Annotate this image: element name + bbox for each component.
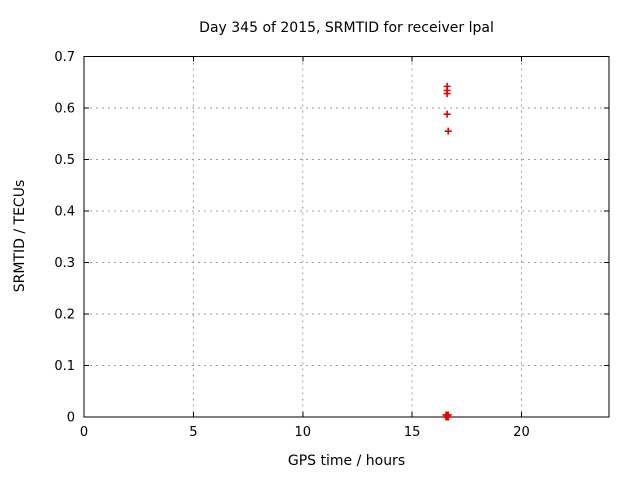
x-axis-title: GPS time / hours (287, 453, 406, 469)
x-tick-label-10: 10 (294, 425, 311, 440)
x-tick-label-15: 15 (404, 425, 421, 440)
y-tick-label-0.6: 0.6 (54, 102, 75, 117)
data-point (443, 110, 451, 118)
plot-border (83, 56, 610, 418)
y-tick-label-0.7: 0.7 (54, 50, 75, 65)
chart-title: Day 345 of 2015, SRMTID for receiver lpa… (199, 20, 494, 36)
y-tick-label-0.4: 0.4 (54, 205, 75, 220)
x-tick-label-0: 0 (80, 425, 88, 440)
y-tick-label-0.5: 0.5 (54, 153, 75, 168)
y-tick-label-0: 0 (67, 411, 75, 426)
data-point (444, 413, 452, 421)
x-tick-label-5: 5 (189, 425, 197, 440)
y-tick-label-0.1: 0.1 (54, 359, 75, 374)
data-point (443, 90, 451, 98)
y-tick-label-0.3: 0.3 (54, 256, 75, 271)
x-tick-label-20: 20 (513, 425, 530, 440)
y-tick-label-0.2: 0.2 (54, 308, 75, 323)
data-point (444, 127, 452, 135)
